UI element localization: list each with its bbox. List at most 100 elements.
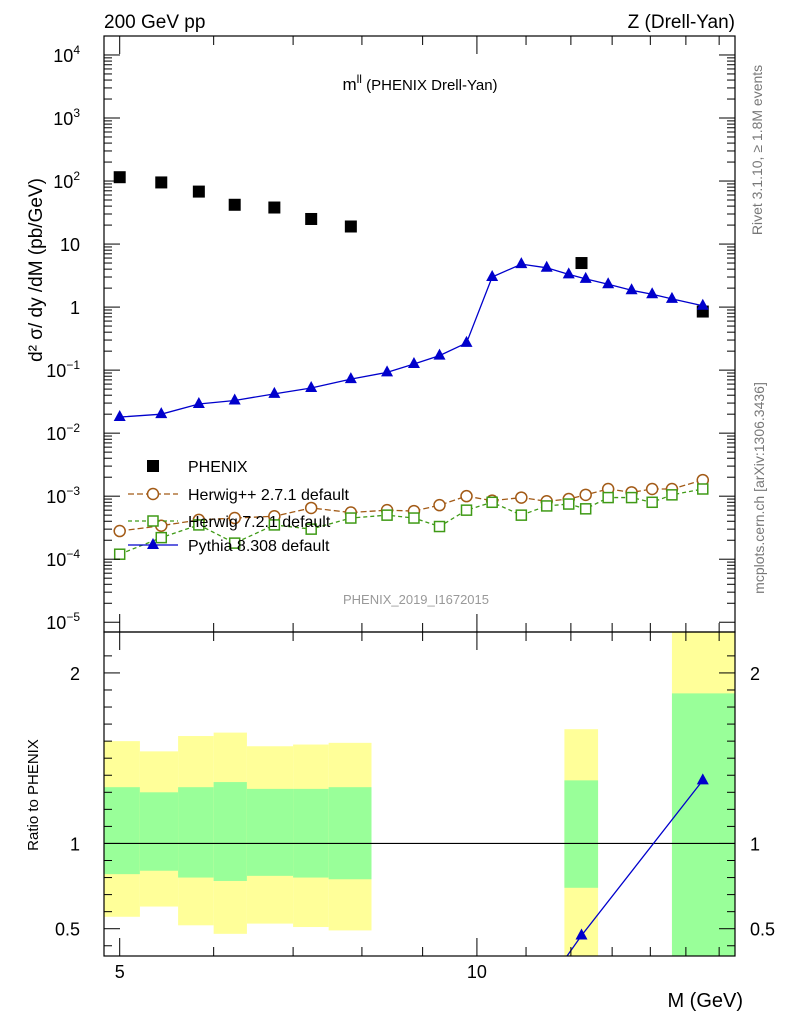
data-point-series-3 (192, 397, 205, 409)
data-point-series-3 (407, 357, 420, 369)
data-point-series-2 (408, 512, 420, 524)
data-point-series-2 (268, 519, 281, 531)
data-point-series-2 (113, 548, 126, 560)
data-point-series-3 (155, 407, 168, 419)
data-point-series-2 (305, 523, 317, 535)
legend-marker (147, 538, 159, 549)
data-point-series-2 (602, 491, 614, 504)
x-tick-label: 10 (467, 962, 487, 982)
ratio-band-inner (104, 787, 140, 875)
data-point-series-2 (155, 531, 168, 544)
data-point-series-0 (192, 185, 205, 198)
ratio-y-axis-label: Ratio to PHENIX (25, 739, 42, 851)
data-point-series-2 (460, 504, 473, 516)
ratio-band-inner (328, 787, 372, 880)
data-point-series-3 (344, 372, 357, 384)
data-point-series-1 (645, 482, 659, 496)
site-note: mcplots.cern.ch [arXiv:1306.3436] (751, 382, 767, 594)
data-point-series-2 (381, 509, 393, 521)
ratio-band-inner (671, 693, 735, 956)
y-tick-label: 10−1 (46, 358, 80, 381)
ratio-data-point (696, 773, 709, 785)
data-point-series-3 (540, 260, 553, 272)
legend: PHENIX Herwig++ 2.7.1 default Herwig 7.2.1… (128, 459, 350, 555)
data-point-series-2 (515, 509, 528, 521)
data-point-series-2 (540, 500, 553, 512)
ratio-data-point (575, 928, 588, 940)
y-tick-label: 10−4 (46, 547, 80, 570)
main-y-axis-label: d² σ/ dy /dM (pb/GeV) (26, 178, 47, 362)
x-tick-label: 5 (115, 962, 125, 982)
data-point-series-3 (579, 271, 592, 283)
data-point-series-2 (579, 503, 592, 515)
legend-label: Herwig++ 2.7.1 default (188, 487, 350, 504)
y-tick-label: 10−2 (46, 421, 80, 444)
data-point-series-1 (433, 498, 446, 512)
data-point-series-3 (665, 291, 678, 303)
data-point-series-1 (228, 511, 241, 525)
ratio-band-inner (564, 780, 599, 888)
data-point-series-3 (486, 270, 499, 282)
data-point-series-2 (625, 491, 638, 504)
data-point-series-3 (228, 393, 241, 405)
ratio-y-tick-label-right: 2 (750, 664, 760, 684)
data-point-series-3 (562, 267, 575, 279)
main-plot-data (113, 171, 710, 560)
y-tick-label: 102 (53, 169, 80, 192)
data-point-series-3 (381, 365, 394, 377)
ratio-y-tick-label-right: 0.5 (750, 920, 775, 940)
data-point-series-3 (433, 348, 446, 360)
data-point-series-2 (666, 489, 678, 501)
y-tick-label: 103 (53, 106, 80, 129)
ratio-y-tick-label: 2 (70, 664, 80, 684)
ratio-y-tick-label-right: 1 (750, 834, 760, 854)
rivet-note: Rivet 3.1.10, ≥ 1.8M events (749, 65, 765, 235)
data-point-series-1 (460, 489, 473, 503)
ratio-band-inner (246, 788, 294, 876)
data-point-series-3 (602, 277, 615, 289)
legend-marker (147, 460, 159, 472)
ratio-band-inner (178, 787, 214, 878)
data-point-series-1 (304, 501, 318, 515)
data-point-series-3 (696, 298, 709, 310)
data-point-series-2 (697, 483, 709, 495)
data-point-series-0 (228, 198, 241, 211)
data-point-series-3 (305, 381, 318, 393)
data-point-series-0 (268, 201, 281, 214)
analysis-watermark: PHENIX_2019_I1672015 (343, 592, 489, 607)
data-point-series-2 (562, 498, 575, 510)
data-point-series-1 (579, 488, 592, 502)
data-point-series-3 (268, 386, 281, 398)
data-point-series-3 (113, 410, 126, 422)
data-point-series-2 (228, 537, 241, 549)
data-point-series-3 (460, 335, 473, 347)
ratio-y-tick-label: 1 (70, 834, 80, 854)
y-tick-label: 1 (70, 298, 80, 318)
data-point-series-3 (646, 287, 659, 299)
legend-marker (146, 487, 160, 501)
plot-title-rest: (PHENIX Drell-Yan) (362, 77, 498, 94)
y-tick-label: 10−5 (46, 610, 80, 633)
ratio-plot-frame (103, 631, 736, 957)
data-point-series-2 (193, 519, 205, 531)
y-tick-label: 10−3 (46, 484, 80, 507)
legend-marker (147, 515, 159, 527)
y-tick-label: 10 (60, 235, 80, 255)
data-point-series-0 (575, 257, 588, 270)
legend-label: Pythia 8.308 default (188, 538, 330, 555)
series-line-2 (119, 488, 703, 555)
data-point-series-2 (345, 512, 357, 524)
data-point-series-2 (486, 496, 498, 509)
ratio-y-tick-label: 0.5 (55, 920, 80, 940)
data-point-series-1 (515, 491, 528, 504)
legend-label: PHENIX (188, 459, 248, 476)
ratio-band-inner (293, 788, 329, 878)
header-left: 200 GeV pp (104, 12, 205, 33)
y-tick-label: 104 (53, 43, 80, 66)
plot-title-superscript: ll (357, 72, 362, 86)
series-line-3 (119, 263, 703, 418)
data-point-series-0 (305, 212, 318, 225)
x-axis-label: M (GeV) (667, 990, 743, 1012)
